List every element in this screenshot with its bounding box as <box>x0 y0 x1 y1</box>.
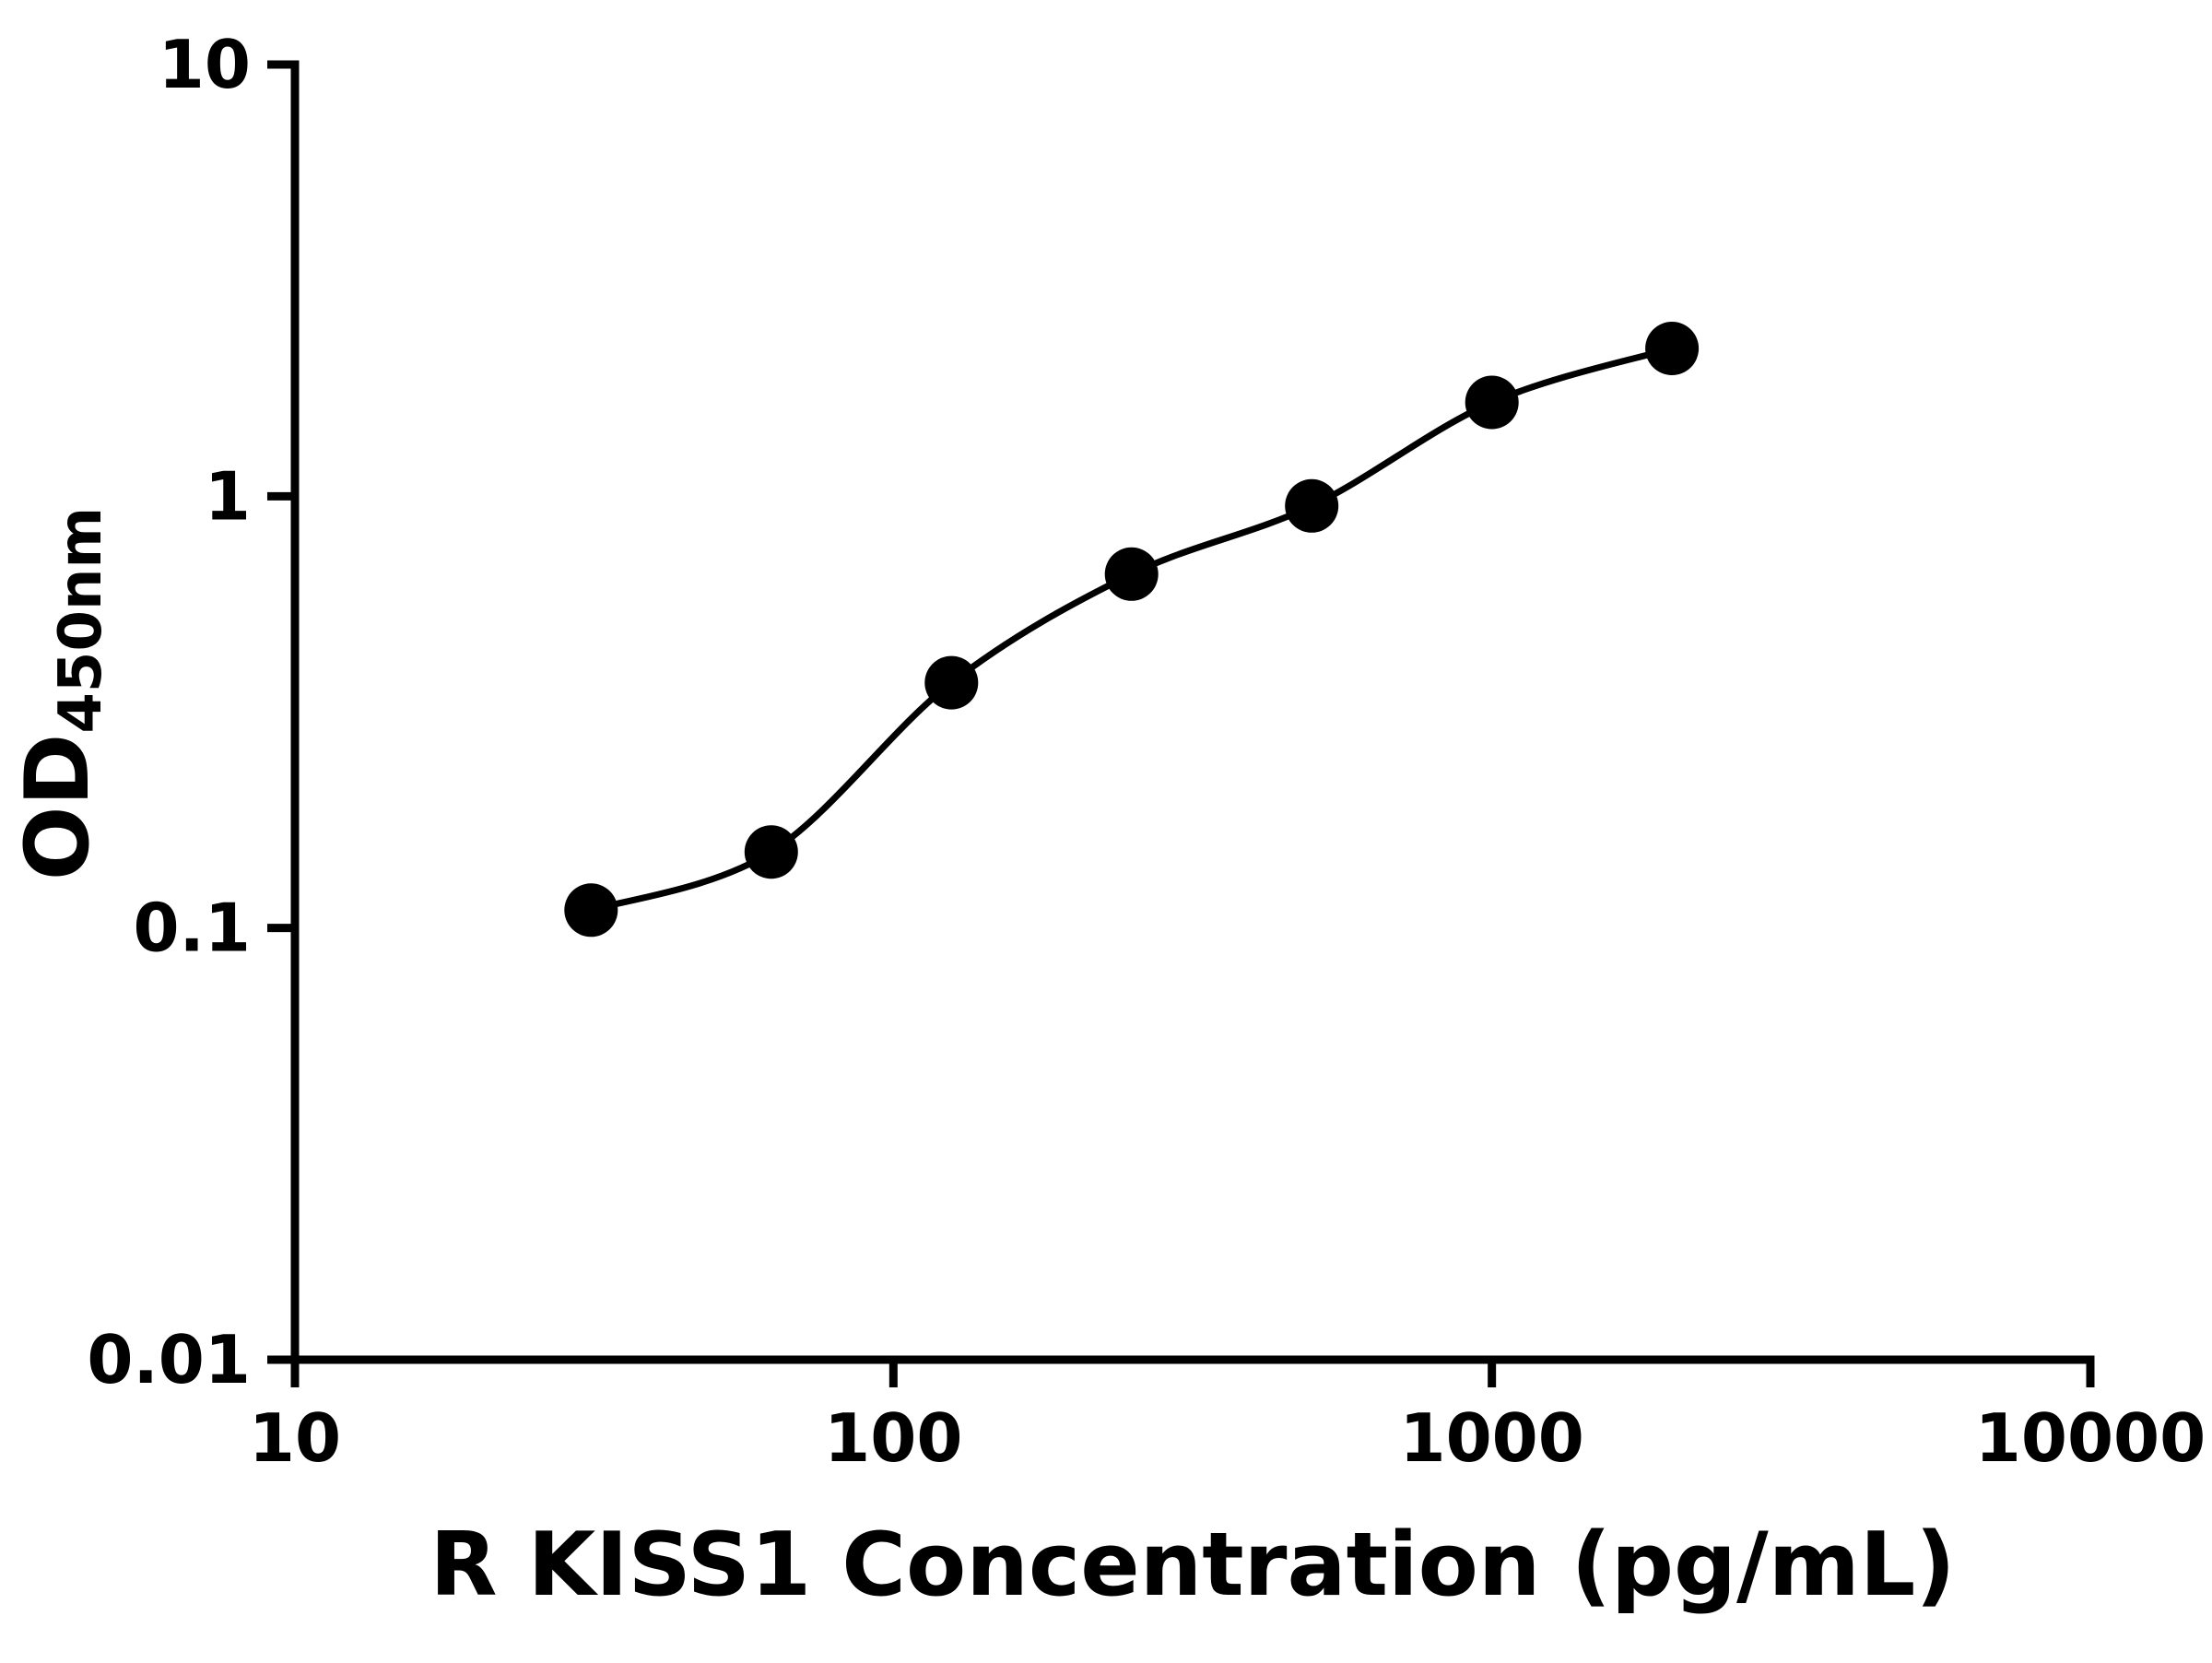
plot-area <box>564 322 1700 938</box>
x-tick-label: 1000 <box>1399 1399 1583 1477</box>
data-point <box>744 825 798 879</box>
data-points <box>564 322 1700 938</box>
y-axis-ticks: 0.01 0.1 1 10 <box>87 26 295 1398</box>
x-axis-title: R KISS1 Concentration (pg/mL) <box>429 1515 1955 1616</box>
y-tick-label: 10 <box>159 26 251 103</box>
data-point <box>924 655 979 710</box>
data-point <box>1104 547 1159 601</box>
data-point <box>1465 375 1519 430</box>
y-tick-label: 1 <box>205 457 251 535</box>
y-axis-title-sub: 450nm <box>47 507 115 734</box>
data-point <box>1645 322 1700 375</box>
y-axis-title-main: OD <box>7 734 109 881</box>
x-tick-label: 10 <box>249 1399 341 1477</box>
data-point <box>564 883 618 938</box>
y-tick-label: 0.01 <box>87 1321 251 1398</box>
x-axis-ticks: 10 100 1000 10000 <box>249 1360 2206 1477</box>
fit-curve <box>590 345 1674 914</box>
x-tick-label: 100 <box>824 1399 962 1477</box>
axes: 10 100 1000 10000 0.01 0.1 1 10 <box>87 26 2206 1477</box>
x-tick-label: 10000 <box>1975 1399 2206 1477</box>
y-axis-title: OD450nm <box>7 507 115 880</box>
y-tick-label: 0.1 <box>133 890 251 967</box>
data-point <box>1285 478 1339 533</box>
